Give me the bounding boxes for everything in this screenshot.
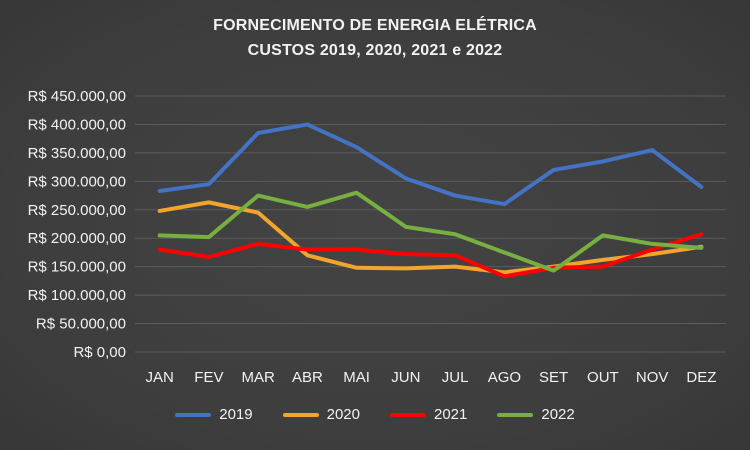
legend-marker-2020: [282, 412, 319, 417]
legend-marker-2022: [497, 412, 534, 417]
legend-label-2020: 2020: [326, 406, 360, 423]
x-tick-label: AGO: [488, 369, 521, 386]
x-tick-label: JUN: [391, 369, 420, 386]
y-tick-label: R$ 400.000,00: [28, 116, 126, 133]
legend-label-2019: 2019: [219, 406, 253, 423]
series-line-2022: [157, 190, 704, 273]
x-tick-label: JUL: [442, 369, 469, 386]
x-tick-label: OUT: [587, 369, 619, 386]
x-tick-label: FEV: [194, 369, 223, 386]
x-tick-label: SET: [539, 369, 568, 386]
legend-label-2022: 2022: [541, 406, 575, 423]
y-tick-label: R$ 0,00: [73, 344, 126, 361]
x-tick-label: MAR: [241, 369, 275, 386]
y-tick-label: R$ 300.000,00: [28, 173, 126, 190]
y-tick-label: R$ 100.000,00: [28, 287, 126, 304]
x-tick-label: JAN: [145, 369, 173, 386]
legend-item-2019: 2019: [175, 406, 253, 423]
legend-item-2020: 2020: [282, 406, 360, 423]
y-tick-label: R$ 50.000,00: [36, 316, 126, 333]
series-line-2021: [157, 232, 704, 279]
series-line-2019: [157, 122, 704, 207]
legend-item-2022: 2022: [497, 406, 575, 423]
series-line-2020: [157, 200, 704, 275]
chart-title-line2: CUSTOS 2019, 2020, 2021 e 2022: [247, 42, 503, 59]
y-tick-label: R$ 200.000,00: [28, 230, 126, 247]
legend-item-2021: 2021: [390, 406, 467, 423]
x-tick-label: NOV: [636, 369, 669, 386]
legend-marker-2019: [175, 412, 212, 417]
x-tick-label: ABR: [292, 369, 323, 386]
y-tick-label: R$ 450.000,00: [28, 88, 126, 105]
legend-label-2021: 2021: [434, 406, 468, 423]
chart-legend: 2019 2020 2021 2022: [0, 406, 750, 423]
y-tick-label: R$ 150.000,00: [28, 259, 126, 276]
chart-title: FORNECIMENTO DE ENERGIA ELÉTRICA CUSTOS …: [0, 13, 750, 63]
y-tick-label: R$ 250.000,00: [28, 202, 126, 219]
x-tick-label: DEZ: [686, 369, 716, 386]
chart-title-line1: FORNECIMENTO DE ENERGIA ELÉTRICA: [213, 17, 537, 34]
y-tick-label: R$ 350.000,00: [28, 145, 126, 162]
legend-marker-2021: [390, 412, 426, 417]
x-tick-label: MAI: [343, 369, 370, 386]
